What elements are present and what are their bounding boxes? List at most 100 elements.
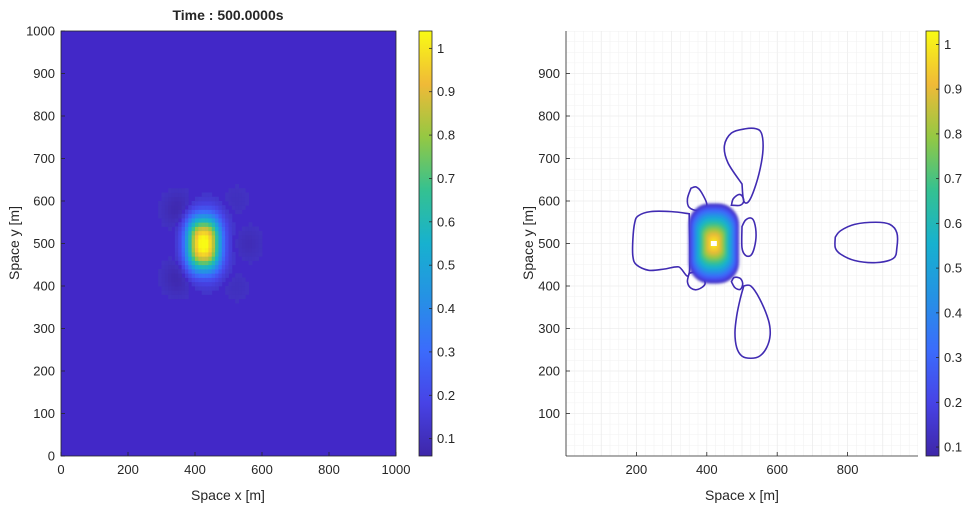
heatmap-cell [215,277,219,283]
heatmap-cell [195,230,199,236]
heatmap-colorbar: 0.1 0.2 0.3 0.4 0.5 0.6 0.7 0.8 0.9 1 [418,30,455,457]
heatmap-cell [241,243,246,249]
heatmap-cell [168,273,172,278]
heatmap-cell [245,196,249,202]
heatmap-cell [235,243,239,249]
heatmap-cell [205,264,209,270]
x-tick-label: 0 [57,462,64,477]
heatmap-cell [255,256,260,261]
heatmap-cell [164,222,169,227]
heatmap-cell [238,247,243,253]
heatmap-cell [211,247,216,253]
heatmap-cell [191,277,196,283]
heatmap-cell [168,201,172,206]
colorbar-tick-label: 0.3 [944,350,962,365]
heatmap-cell [201,192,206,198]
heatmap-cell [184,192,189,198]
heatmap-cell [191,243,196,249]
heatmap-cell [228,239,233,244]
heatmap-cell [161,192,166,198]
heatmap-cell [228,243,233,249]
heatmap-cell [191,264,196,270]
heatmap-cell [218,239,223,244]
heatmap-cell [218,209,223,215]
x-tick-label: 800 [318,462,340,477]
colorbar-tick-label: 1 [944,37,951,52]
heatmap-cell [198,209,203,215]
heatmap-cell [248,260,253,266]
heatmap-cell [205,213,209,219]
heatmap-cell [178,213,182,219]
x-tick-label: 1000 [382,462,411,477]
heatmap-cell [238,239,243,244]
heatmap-cell [225,273,229,278]
contour-colorbar-gradient [925,30,940,457]
heatmap-cell [198,273,203,278]
heatmap-cell [228,226,233,232]
heatmap-cell [195,226,199,232]
heatmap-cell [198,239,203,244]
heatmap-cell [191,247,196,253]
heatmap-cell [201,196,206,202]
heatmap-cell [201,252,206,257]
heatmap-y-ticks: 0 100 200 300 400 500 600 700 800 900 1000 [26,24,65,464]
heatmap-cell [245,235,249,240]
y-tick-label: 800 [33,109,55,124]
heatmap-cell [228,294,233,300]
heatmap-cell [188,252,193,257]
heatmap-cell [205,230,209,236]
heatmap-cell [158,277,162,283]
heatmap-cell [198,222,203,227]
heatmap-cell [205,196,209,202]
colorbar-tick-label: 0.1 [437,431,455,446]
heatmap-cell [251,226,256,232]
heatmap-cell [191,218,196,223]
heatmap-cell [231,256,236,261]
heatmap-cell [215,230,219,236]
heatmap-cell [198,201,203,206]
heatmap-cell [181,286,186,291]
heatmap-cell [221,247,226,253]
heatmap-cell [208,277,213,283]
heatmap-cell [195,264,199,270]
heatmap-cell [198,196,203,202]
colorbar-tick-label: 0.5 [437,258,455,273]
heatmap-cell [195,239,199,244]
heatmap-cell [181,213,186,219]
heatmap-cell [245,243,249,249]
heatmap-cell [188,218,193,223]
heatmap-cell [178,269,182,274]
heatmap-cell [191,209,196,215]
heatmap-cell [198,256,203,261]
heatmap-cell [161,213,166,219]
heatmap-cell [164,290,169,295]
heatmap-cell [188,209,193,215]
x-tick-label: 600 [251,462,273,477]
heatmap-cell [241,247,246,253]
heatmap-cell [174,226,179,232]
heatmap-cell [205,252,209,257]
heatmap-cell [178,243,182,249]
heatmap-cell [221,264,226,270]
heatmap-cell [245,247,249,253]
heatmap-cell [218,264,223,270]
y-tick-label: 900 [33,66,55,81]
heatmap-cell [221,218,226,223]
heatmap-cell [178,222,182,227]
heatmap-cell [211,273,216,278]
heatmap-cell [211,286,216,291]
heatmap-cell [181,264,186,270]
heatmap-cell [218,201,223,206]
heatmap-cell [248,222,253,227]
heatmap-cell [251,256,256,261]
heatmap-cell [184,188,189,193]
heatmap-cell [238,196,243,202]
y-tick-label: 700 [33,151,55,166]
heatmap-cell [218,230,223,236]
heatmap-cell [195,201,199,206]
heatmap-cell [205,273,209,278]
heatmap-cell [211,264,216,270]
heatmap-cell [211,269,216,274]
heatmap-cell [191,201,196,206]
heatmap-cell [228,286,233,291]
